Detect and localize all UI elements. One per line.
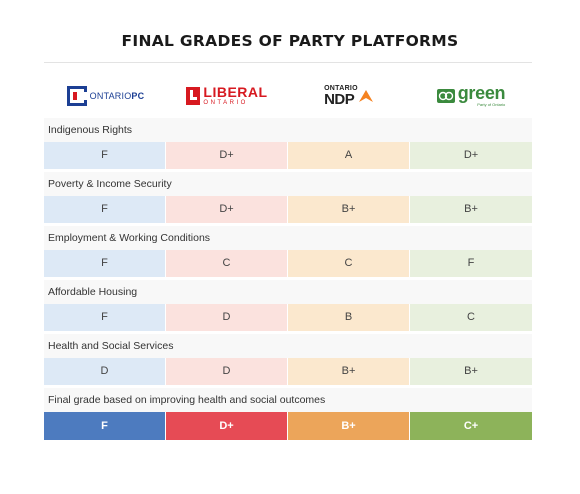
category-label: Employment & Working Conditions <box>44 226 532 250</box>
grade-row: F C C F <box>44 250 532 277</box>
category-label: Health and Social Services <box>44 334 532 358</box>
final-grade-cell-liberal: D+ <box>166 412 287 440</box>
grade-row: D D B+ B+ <box>44 358 532 385</box>
grade-cell-pc: F <box>44 142 165 169</box>
grade-cell-pc: F <box>44 196 165 223</box>
grade-cell-ndp: A <box>288 142 409 169</box>
liberal-logo: LIBERAL ONTARIO <box>166 73 288 118</box>
grade-row: F D+ B+ B+ <box>44 196 532 223</box>
grade-cell-liberal: D+ <box>166 142 287 169</box>
divider <box>44 62 532 63</box>
grade-cell-green: C <box>410 304 532 331</box>
final-grade-cell-pc: F <box>44 412 165 440</box>
grade-cell-ndp: B <box>288 304 409 331</box>
green-logo-text: green <box>457 83 506 103</box>
grade-cell-ndp: C <box>288 250 409 277</box>
ndp-logo-text: NDP <box>324 90 355 108</box>
pc-logo-text: ONTARIOPC <box>89 90 145 101</box>
final-grade-label: Final grade based on improving health an… <box>44 388 532 412</box>
final-grade-cell-ndp: B+ <box>288 412 409 440</box>
green-logo-subtext: Party of Ontario <box>477 102 506 107</box>
liberal-logo-text: LIBERAL <box>203 84 268 100</box>
grade-cell-green: B+ <box>410 358 532 385</box>
party-logos: ONTARIOPC LIBERAL ONTARIO ONTARIO <box>44 73 532 118</box>
grade-cell-green: B+ <box>410 196 532 223</box>
grade-cell-pc: F <box>44 250 165 277</box>
grade-cell-pc: D <box>44 358 165 385</box>
grade-cell-ndp: B+ <box>288 358 409 385</box>
category-label: Affordable Housing <box>44 280 532 304</box>
ndp-logo-subtext: ONTARIO <box>324 84 358 92</box>
grades-table: Indigenous Rights F D+ A D+ Poverty & In… <box>44 118 532 440</box>
ndp-logo-icon <box>358 89 373 102</box>
grade-cell-green: D+ <box>410 142 532 169</box>
grade-cell-pc: F <box>44 304 165 331</box>
grade-cell-liberal: D <box>166 358 287 385</box>
grade-cell-liberal: C <box>166 250 287 277</box>
green-party-logo: green Party of Ontario <box>410 73 532 118</box>
ndp-logo: ONTARIO NDP <box>288 73 410 118</box>
grade-cell-liberal: D+ <box>166 196 287 223</box>
final-grade-row: F D+ B+ C+ <box>44 412 532 440</box>
category-label: Poverty & Income Security <box>44 172 532 196</box>
ontario-pc-logo-icon <box>66 85 87 106</box>
liberal-logo-subtext: ONTARIO <box>203 100 248 106</box>
grade-cell-ndp: B+ <box>288 196 409 223</box>
page-title: FINAL GRADES OF PARTY PLATFORMS <box>121 32 459 50</box>
grade-cell-liberal: D <box>166 304 287 331</box>
category-label: Indigenous Rights <box>44 118 532 142</box>
grade-row: F D+ A D+ <box>44 142 532 169</box>
grade-cell-green: F <box>410 250 532 277</box>
final-grade-cell-green: C+ <box>410 412 532 440</box>
liberal-logo-icon <box>186 86 201 105</box>
ontario-pc-logo: ONTARIOPC <box>44 73 166 118</box>
grade-row: F D B C <box>44 304 532 331</box>
green-party-logo-icon <box>436 88 455 103</box>
